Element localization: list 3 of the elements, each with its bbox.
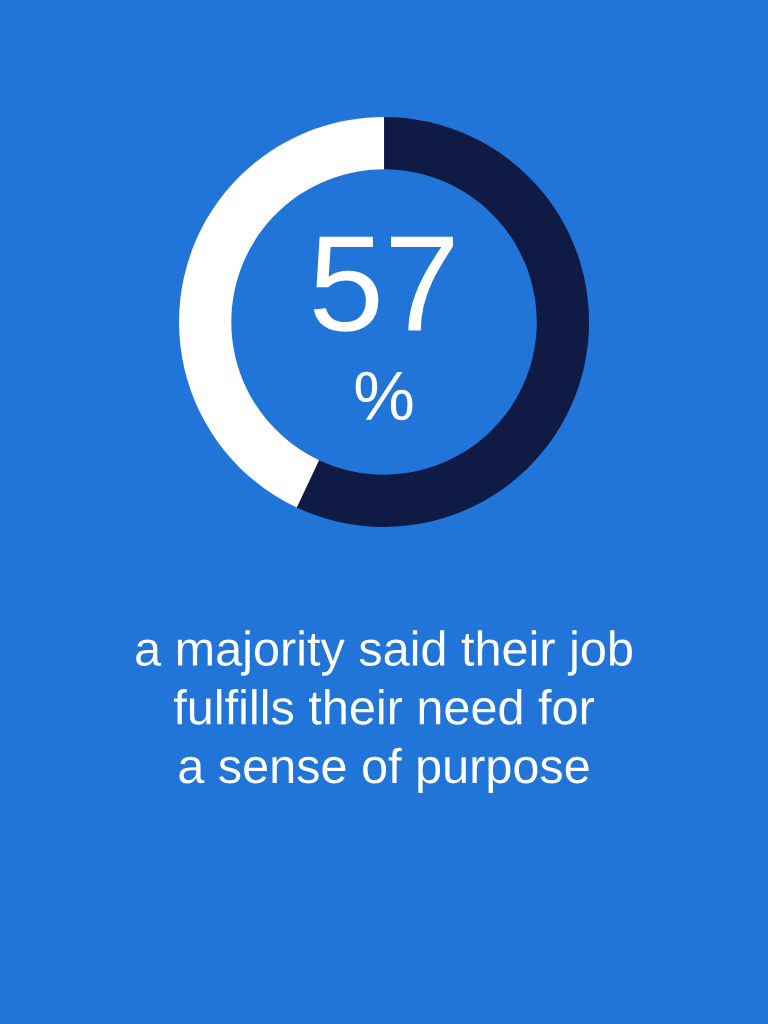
text: %: [355, 371, 413, 421]
data-label: 57: [313, 236, 453, 332]
text: a majority said their job fulfills their need for a sense of purpose: [136, 630, 632, 794]
